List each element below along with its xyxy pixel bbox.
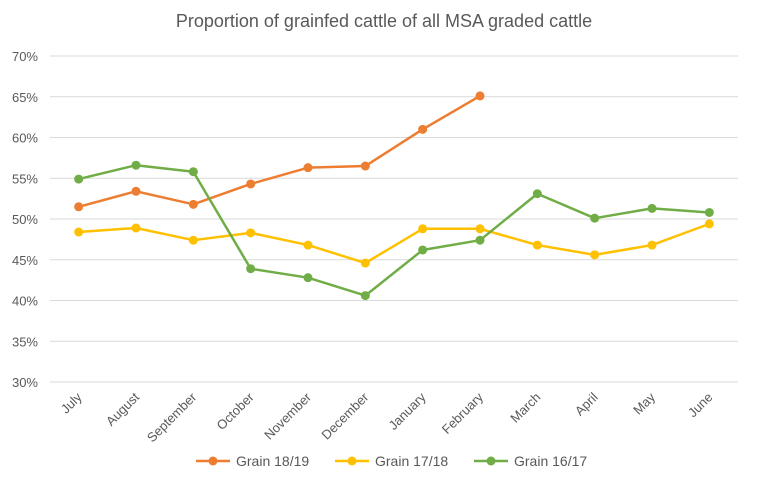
series-group	[74, 91, 485, 212]
series-line	[78, 222, 710, 265]
data-point	[418, 245, 428, 255]
data-point	[303, 163, 313, 173]
x-tick-label: June	[685, 390, 716, 421]
y-tick-label: 35%	[12, 334, 38, 349]
x-axis-ticks: July August September October November Decemb…	[58, 389, 716, 445]
data-point	[74, 227, 84, 237]
data-point	[131, 223, 141, 233]
legend-item: Grain 17/18	[335, 453, 448, 469]
x-tick-label: November	[261, 389, 314, 442]
data-point	[188, 235, 198, 245]
legend: Grain 18/19 Grain 17/18 Grain 16/17	[196, 453, 587, 469]
data-point	[704, 207, 714, 217]
legend-marker	[208, 456, 218, 466]
x-tick-label: March	[507, 390, 543, 426]
x-tick-label: September	[144, 389, 200, 445]
legend-label: Grain 18/19	[236, 453, 309, 469]
data-point	[303, 240, 313, 250]
data-point	[131, 186, 141, 196]
y-tick-label: 50%	[12, 212, 38, 227]
x-tick-label: August	[103, 389, 142, 428]
data-point	[418, 124, 428, 134]
data-point	[704, 219, 714, 229]
x-tick-label: July	[58, 389, 85, 416]
y-tick-label: 65%	[12, 90, 38, 105]
data-point	[647, 203, 657, 213]
y-tick-label: 70%	[12, 49, 38, 64]
data-point	[246, 179, 256, 189]
data-point	[131, 160, 141, 170]
chart-title: Proportion of grainfed cattle of all MSA…	[176, 11, 592, 31]
x-tick-label: April	[572, 389, 601, 418]
data-point	[360, 258, 370, 268]
data-point	[74, 174, 84, 184]
data-point	[246, 228, 256, 238]
y-tick-label: 55%	[12, 171, 38, 186]
data-point	[360, 291, 370, 301]
data-point	[590, 213, 600, 223]
x-tick-label: January	[385, 389, 429, 433]
data-point	[303, 273, 313, 283]
data-point	[246, 264, 256, 274]
data-point	[475, 235, 485, 245]
x-tick-label: May	[630, 389, 658, 417]
y-tick-label: 60%	[12, 131, 38, 146]
series-line	[78, 163, 710, 297]
legend-item: Grain 18/19	[196, 453, 309, 469]
data-point	[475, 224, 485, 234]
y-axis-ticks: 30% 35% 40% 45% 50% 55% 60% 65% 70%	[12, 49, 38, 390]
data-point	[475, 91, 485, 101]
y-tick-label: 40%	[12, 294, 38, 309]
x-tick-label: October	[213, 389, 257, 433]
data-point	[418, 224, 428, 234]
data-point	[188, 167, 198, 177]
legend-label: Grain 17/18	[375, 453, 448, 469]
series-lines	[74, 91, 714, 301]
legend-item: Grain 16/17	[474, 453, 587, 469]
data-point	[647, 240, 657, 250]
data-point	[74, 202, 84, 212]
data-point	[532, 240, 542, 250]
y-tick-label: 45%	[12, 253, 38, 268]
x-tick-label: February	[439, 389, 487, 437]
legend-marker	[486, 456, 496, 466]
series-line	[78, 94, 481, 208]
legend-label: Grain 16/17	[514, 453, 587, 469]
data-point	[360, 161, 370, 171]
series-group	[74, 160, 714, 301]
data-point	[188, 199, 198, 209]
series-group	[74, 219, 714, 268]
data-point	[532, 189, 542, 199]
x-tick-label: December	[318, 389, 371, 442]
legend-marker	[347, 456, 357, 466]
y-tick-label: 30%	[12, 375, 38, 390]
data-point	[590, 250, 600, 260]
gridlines	[50, 55, 738, 383]
